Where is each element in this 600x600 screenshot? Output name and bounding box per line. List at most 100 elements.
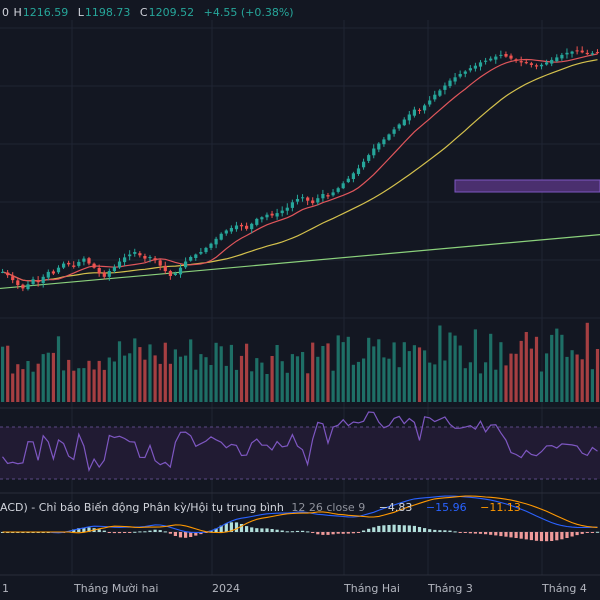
candle-body bbox=[585, 52, 589, 55]
volume-bar bbox=[67, 359, 71, 402]
macd-histogram-bar bbox=[163, 531, 167, 533]
candle-body bbox=[321, 194, 325, 199]
volume-bar bbox=[331, 370, 335, 402]
macd-histogram-bar bbox=[433, 529, 437, 532]
candle-body bbox=[534, 65, 539, 67]
volume-bar bbox=[560, 334, 564, 402]
volume-bar bbox=[473, 329, 477, 402]
candle-body bbox=[194, 254, 198, 258]
signal-value: −15.96 bbox=[425, 501, 467, 514]
xaxis-label-2: 2024 bbox=[212, 582, 240, 595]
volume-bar bbox=[51, 352, 55, 402]
volume-bar bbox=[372, 346, 376, 402]
candle-body bbox=[499, 54, 503, 56]
macd-histogram-bar bbox=[133, 531, 137, 533]
macd-histogram-bar bbox=[575, 532, 579, 536]
volume-bar bbox=[417, 347, 422, 402]
volume-bar bbox=[229, 344, 233, 402]
candle-body bbox=[372, 148, 376, 156]
macd-histogram-bar bbox=[519, 532, 523, 539]
macd-histogram-bar bbox=[595, 531, 600, 533]
candle-body bbox=[173, 273, 177, 275]
macd-histogram-bar bbox=[458, 532, 462, 533]
candle-body bbox=[107, 271, 111, 277]
candle-body bbox=[382, 139, 386, 145]
volume-bar bbox=[1, 346, 5, 402]
volume-bar bbox=[143, 359, 147, 402]
candle-body bbox=[67, 262, 71, 265]
volume-bar bbox=[346, 336, 350, 402]
candle-body bbox=[229, 228, 233, 232]
macd-histogram-bar bbox=[590, 532, 594, 533]
volume-bar bbox=[453, 335, 457, 402]
volume-bar bbox=[56, 336, 61, 402]
volume-bar bbox=[484, 362, 488, 402]
macd-histogram-bar bbox=[306, 531, 310, 533]
volume-bar bbox=[458, 345, 462, 402]
volume-bar bbox=[199, 354, 203, 402]
candle-body bbox=[92, 263, 96, 268]
candle-body bbox=[112, 266, 116, 272]
macd-histogram-bar bbox=[87, 527, 91, 532]
volume-bar bbox=[356, 361, 361, 402]
candle-body bbox=[443, 85, 447, 90]
candle-body bbox=[163, 265, 167, 272]
candle-body bbox=[178, 267, 183, 275]
candle-body bbox=[280, 210, 284, 214]
candle-body bbox=[158, 260, 162, 266]
high-label: H bbox=[13, 6, 22, 19]
high-value: 1216.59 bbox=[22, 6, 69, 19]
macd-histogram-bar bbox=[184, 532, 188, 538]
macd-histogram-bar bbox=[489, 532, 493, 535]
volume-bar bbox=[133, 338, 137, 402]
macd-histogram-bar bbox=[453, 531, 457, 533]
volume-bar bbox=[77, 368, 81, 402]
macd-histogram-bar bbox=[102, 530, 106, 532]
macd-histogram-bar bbox=[123, 532, 127, 533]
volume-bar bbox=[270, 356, 274, 402]
macd-histogram-bar bbox=[295, 530, 300, 532]
macd-histogram-bar bbox=[478, 532, 483, 534]
candle-body bbox=[97, 268, 101, 274]
volume-bar bbox=[539, 371, 544, 402]
macd-histogram-bar bbox=[428, 529, 432, 532]
volume-bar bbox=[336, 335, 340, 402]
volume-bar bbox=[290, 354, 294, 402]
macd-histogram-bar bbox=[138, 531, 142, 533]
macd-histogram-bar bbox=[178, 532, 183, 538]
volume-bar bbox=[36, 363, 40, 402]
macd-histogram-bar bbox=[438, 530, 442, 532]
candle-body bbox=[270, 213, 274, 216]
macd-histogram-bar bbox=[336, 532, 340, 534]
macd-histogram-bar bbox=[143, 531, 147, 533]
close-value: 1209.52 bbox=[148, 6, 195, 19]
volume-bar bbox=[46, 352, 50, 402]
macd-histogram-bar bbox=[326, 532, 330, 535]
volume-bar bbox=[112, 361, 116, 402]
candle-body bbox=[473, 65, 477, 69]
macd-histogram-bar bbox=[117, 532, 122, 534]
low-label: L bbox=[77, 6, 84, 19]
volume-bar bbox=[260, 362, 264, 402]
candle-body bbox=[189, 257, 193, 261]
macd-histogram-bar bbox=[560, 532, 564, 540]
candle-body bbox=[504, 54, 508, 57]
candle-body bbox=[402, 119, 406, 126]
volume-bar bbox=[509, 353, 513, 402]
candle-body bbox=[397, 124, 401, 129]
macd-histogram-bar bbox=[224, 523, 228, 532]
volume-bar bbox=[148, 344, 152, 402]
macd-histogram-bar bbox=[509, 532, 513, 538]
volume-bar bbox=[11, 373, 15, 402]
macd-histogram-bar bbox=[275, 529, 279, 532]
volume-bar bbox=[367, 337, 371, 402]
volume-bar bbox=[326, 343, 330, 402]
candle-body bbox=[463, 71, 467, 74]
candle-body bbox=[6, 272, 10, 276]
histogram-value: −11.13 bbox=[480, 501, 521, 514]
volume-bar bbox=[123, 355, 127, 402]
macd-histogram-bar bbox=[473, 532, 477, 534]
macd-histogram-bar bbox=[72, 529, 76, 532]
